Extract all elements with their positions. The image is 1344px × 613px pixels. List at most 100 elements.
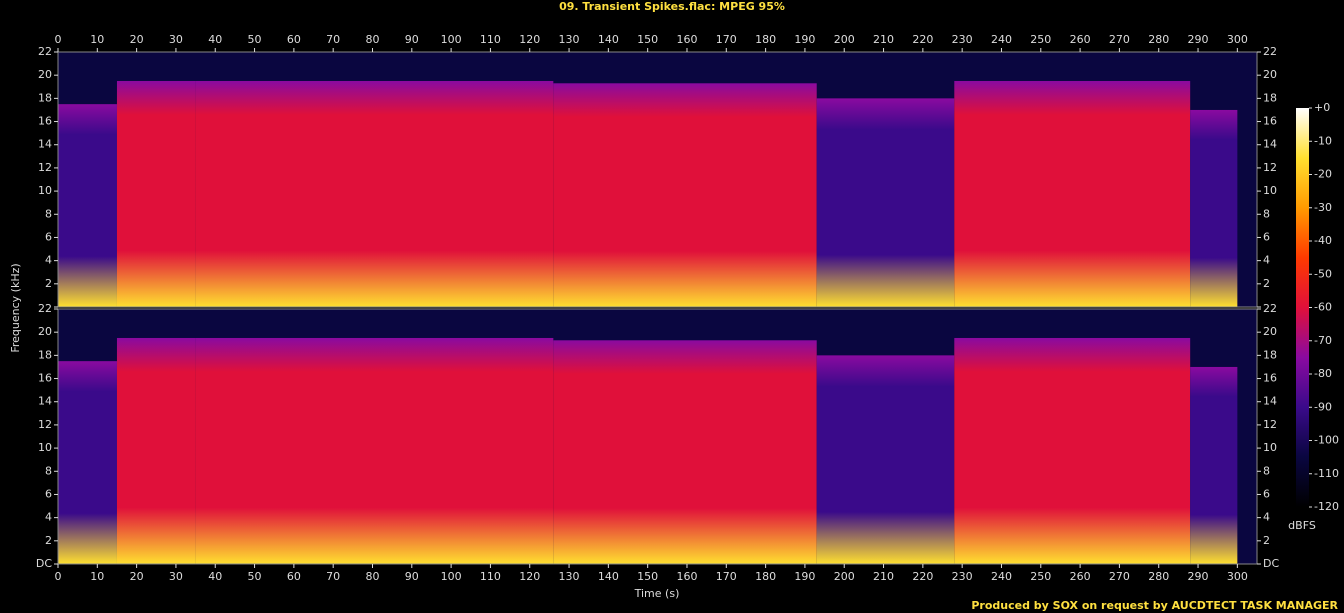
x-tick-label: 30 (169, 570, 183, 583)
x-tick-label-top: 100 (441, 33, 462, 46)
x-tick-label: 10 (90, 570, 104, 583)
colorbar (1296, 108, 1309, 507)
footer: Produced by SOX on request by AUCDTECT T… (971, 599, 1338, 612)
x-tick-label: 70 (326, 570, 340, 583)
x-tick-label: 300 (1227, 570, 1248, 583)
y-tick-label: 12 (38, 161, 52, 174)
x-tick-label-top: 260 (1070, 33, 1091, 46)
x-tick-label: 180 (755, 570, 776, 583)
colorbar-tick-label: -50 (1314, 267, 1332, 280)
y-tick-label-right: 6 (1263, 487, 1270, 500)
x-tick-label-top: 30 (169, 33, 183, 46)
y-tick-label: 4 (45, 254, 52, 267)
y-tick-label-right: 16 (1263, 115, 1277, 128)
x-tick-label-top: 40 (208, 33, 222, 46)
x-tick-label: 120 (519, 570, 540, 583)
y-tick-label: 10 (38, 184, 52, 197)
panel-frame (57, 308, 1258, 565)
spectrum-segment (1190, 366, 1238, 564)
y-tick-label-right: 16 (1263, 372, 1277, 385)
x-axis-label: Time (s) (634, 587, 680, 600)
y-tick-label: 16 (38, 372, 52, 385)
y-tick-label: 20 (38, 68, 52, 81)
y-tick-label: 16 (38, 115, 52, 128)
y-tick-label-right: 10 (1263, 184, 1277, 197)
y-tick-label-right: 18 (1263, 91, 1277, 104)
y-tick-label: 18 (38, 91, 52, 104)
x-tick-label-top: 50 (248, 33, 262, 46)
x-tick-label: 170 (716, 570, 737, 583)
y-tick-label-right: 20 (1263, 325, 1277, 338)
x-tick-label-top: 280 (1148, 33, 1169, 46)
y-tick-label: 2 (45, 277, 52, 290)
colorbar-tick-label: -80 (1314, 367, 1332, 380)
x-tick-label-top: 90 (405, 33, 419, 46)
panel-frame (57, 51, 1258, 308)
x-tick-label-top: 140 (598, 33, 619, 46)
y-tick-label: 2 (45, 534, 52, 547)
y-tick-label-right: DC (1263, 557, 1279, 570)
x-tick-label: 270 (1109, 570, 1130, 583)
x-tick-label-top: 190 (794, 33, 815, 46)
colorbar-tick-label: +0 (1314, 101, 1330, 114)
y-tick-label-right: 2 (1263, 277, 1270, 290)
y-tick-label-right: 2 (1263, 534, 1270, 547)
chart-title: 09. Transient Spikes.flac: MPEG 95% (559, 0, 785, 13)
spectrum-segment (954, 337, 1191, 564)
x-tick-label: 140 (598, 570, 619, 583)
x-tick-label: 230 (952, 570, 973, 583)
x-tick-label-top: 0 (55, 33, 62, 46)
y-tick-label: 8 (45, 207, 52, 220)
x-tick-label-top: 120 (519, 33, 540, 46)
x-tick-label-top: 150 (637, 33, 658, 46)
x-tick-label: 110 (480, 570, 501, 583)
x-tick-label: 100 (441, 570, 462, 583)
x-tick-label: 60 (287, 570, 301, 583)
x-tick-label: 40 (208, 570, 222, 583)
x-tick-label-top: 220 (912, 33, 933, 46)
y-tick-label-right: 22 (1263, 45, 1277, 58)
x-tick-label: 20 (130, 570, 144, 583)
x-tick-label: 50 (248, 570, 262, 583)
x-tick-label-top: 70 (326, 33, 340, 46)
y-tick-label-right: 8 (1263, 464, 1270, 477)
spectrum-segment (116, 337, 196, 564)
y-tick-label: 4 (45, 511, 52, 524)
y-tick-label-right: 14 (1263, 138, 1277, 151)
x-tick-label-top: 160 (676, 33, 697, 46)
y-tick-label-right: 18 (1263, 348, 1277, 361)
x-tick-label-top: 290 (1188, 33, 1209, 46)
y-tick-label-right: 6 (1263, 230, 1270, 243)
x-tick-label: 260 (1070, 570, 1091, 583)
x-tick-label-top: 60 (287, 33, 301, 46)
y-tick-label-right: 4 (1263, 254, 1270, 267)
x-tick-label: 0 (55, 570, 62, 583)
colorbar-tick-label: -110 (1314, 467, 1339, 480)
y-tick-label: 18 (38, 348, 52, 361)
colorbar-tick-label: -60 (1314, 301, 1332, 314)
spectrum-segment (195, 80, 554, 308)
x-tick-label-top: 80 (365, 33, 379, 46)
x-tick-label-top: 10 (90, 33, 104, 46)
x-tick-label: 210 (873, 570, 894, 583)
spectrum-segment (954, 80, 1191, 308)
y-tick-label-right: 4 (1263, 511, 1270, 524)
colorbar-tick-label: -40 (1314, 234, 1332, 247)
x-tick-label: 90 (405, 570, 419, 583)
y-tick-label: 12 (38, 418, 52, 431)
colorbar-tick-label: -20 (1314, 168, 1332, 181)
y-tick-label: DC (36, 557, 52, 570)
y-tick-label: 22 (38, 302, 52, 315)
x-tick-label-top: 20 (130, 33, 144, 46)
y-tick-label: 14 (38, 138, 52, 151)
colorbar-tick-label: -90 (1314, 400, 1332, 413)
x-tick-label: 190 (794, 570, 815, 583)
x-tick-label: 80 (365, 570, 379, 583)
colorbar-tick-label: -100 (1314, 434, 1339, 447)
x-tick-label: 250 (1030, 570, 1051, 583)
spectrum-segment (195, 337, 554, 564)
y-tick-label: 8 (45, 464, 52, 477)
colorbar-tick-label: -10 (1314, 134, 1332, 147)
colorbar-tick-label: -70 (1314, 334, 1332, 347)
x-tick-label-top: 250 (1030, 33, 1051, 46)
